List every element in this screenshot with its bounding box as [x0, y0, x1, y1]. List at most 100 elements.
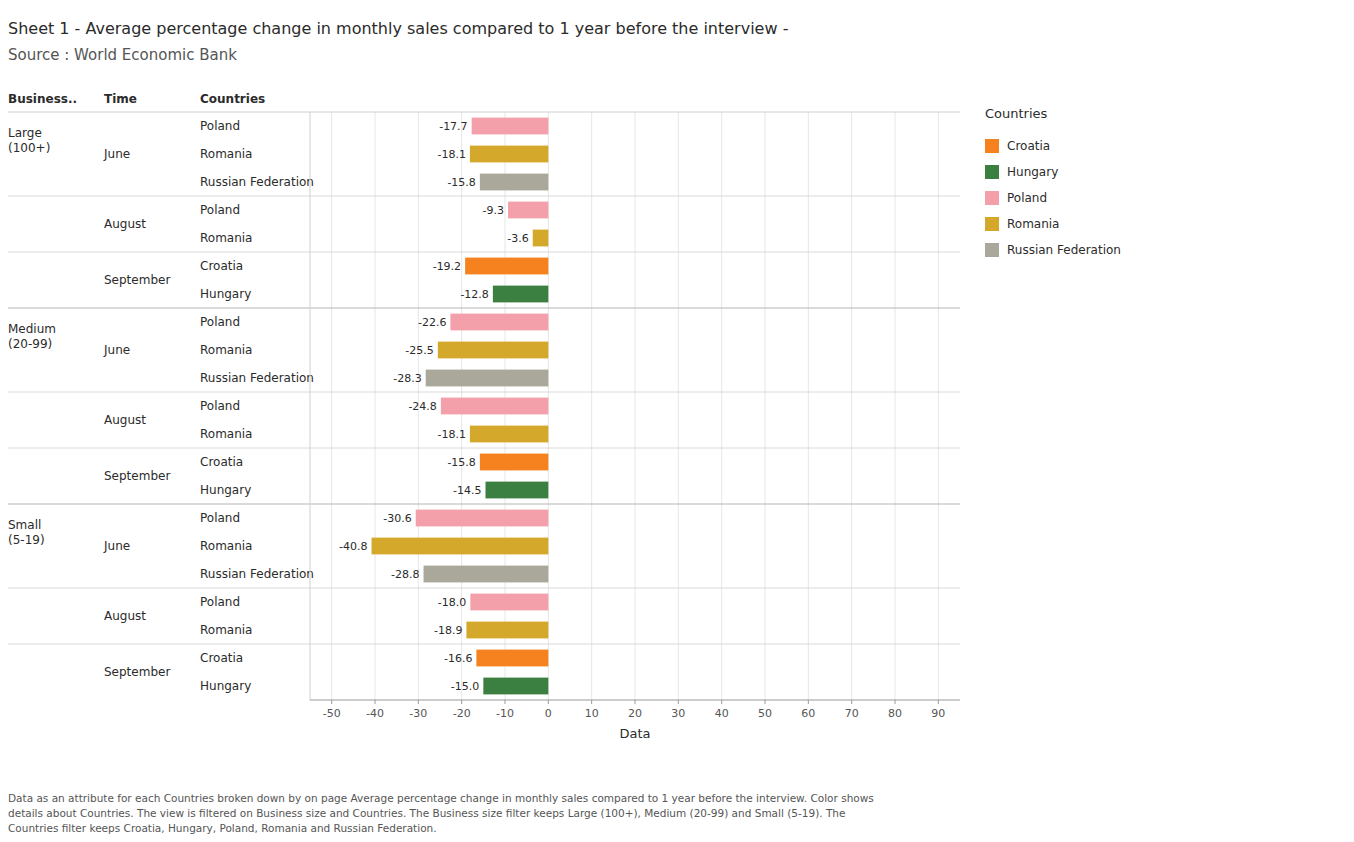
tick — [721, 700, 722, 704]
data-label: -18.9 — [434, 624, 462, 637]
grid-line — [765, 112, 766, 700]
bar — [438, 342, 549, 359]
category-label: Poland — [200, 511, 240, 525]
time-label: June — [103, 343, 130, 357]
tick-label: 60 — [801, 707, 815, 720]
category-label: Russian Federation — [200, 175, 314, 189]
text-line: (5-19) — [8, 533, 45, 547]
tick-label: 90 — [931, 707, 945, 720]
header-line — [8, 112, 960, 113]
row-separator — [8, 392, 960, 393]
text-line: Medium — [8, 322, 56, 336]
tick-label: 70 — [845, 707, 859, 720]
tick-label: 40 — [715, 707, 729, 720]
category-label: Romania — [200, 623, 252, 637]
category-label: Hungary — [200, 287, 251, 301]
row-separator — [8, 503, 960, 504]
business-label: Medium(20-99) — [8, 322, 56, 351]
data-label: -24.8 — [408, 400, 436, 413]
tick — [418, 700, 419, 704]
footer: Data as an attribute for each Countries … — [8, 792, 874, 834]
category-label: Poland — [200, 119, 240, 133]
tick-label: -50 — [323, 707, 341, 720]
separators — [8, 112, 960, 700]
data-labels: -17.7-18.1-15.8-9.3-3.6-19.2-12.8-22.6-2… — [339, 120, 529, 693]
legend-entry: Croatia — [1007, 139, 1050, 153]
category-label: Hungary — [200, 483, 251, 497]
bar — [465, 258, 548, 275]
plot-left-line — [310, 112, 311, 700]
category-label: Romania — [200, 427, 252, 441]
legend-swatch — [985, 165, 999, 179]
tick-label: 50 — [758, 707, 772, 720]
bar — [486, 482, 549, 499]
category-label: Poland — [200, 399, 240, 413]
data-label: -15.8 — [447, 176, 475, 189]
tick-label: 0 — [545, 707, 552, 720]
legend-swatch — [985, 191, 999, 205]
tick — [505, 700, 506, 704]
text-line: Small — [8, 518, 41, 532]
column-header: Business.. — [8, 92, 77, 106]
tick — [938, 700, 939, 704]
category-label: Romania — [200, 343, 252, 357]
data-label: -9.3 — [483, 204, 504, 217]
time-label: August — [104, 217, 146, 231]
bar — [426, 370, 549, 387]
row-separator — [8, 252, 960, 253]
tick — [635, 700, 636, 704]
title: Sheet 1 - Average percentage change in m… — [8, 19, 788, 38]
category-label: Poland — [200, 595, 240, 609]
grid-line — [851, 112, 852, 700]
data-label: -15.8 — [447, 456, 475, 469]
grid-line — [808, 112, 809, 700]
column-header: Countries — [200, 92, 265, 106]
text-line: Large — [8, 126, 42, 140]
legend-swatch — [985, 217, 999, 231]
bar — [480, 174, 548, 191]
category-label: Russian Federation — [200, 567, 314, 581]
bars — [372, 118, 549, 695]
data-label: -30.6 — [383, 512, 411, 525]
bar — [466, 622, 548, 639]
data-label: -12.8 — [460, 288, 488, 301]
bar — [372, 538, 549, 555]
bar — [470, 594, 548, 611]
business-label: Small(5-19) — [8, 518, 45, 547]
row-separator — [8, 644, 960, 645]
category-label: Romania — [200, 231, 252, 245]
business-label: Large(100+) — [8, 126, 50, 155]
column-header: Time — [104, 92, 137, 106]
text-line: details about Countries. The view is fil… — [8, 807, 845, 819]
grid-line — [591, 112, 592, 700]
bar — [476, 650, 548, 667]
tick — [548, 700, 549, 704]
grid-line — [678, 112, 679, 700]
data-label: -15.0 — [451, 680, 479, 693]
tick-label: 10 — [585, 707, 599, 720]
legend-entry: Russian Federation — [1007, 243, 1121, 257]
data-label: -40.8 — [339, 540, 367, 553]
data-label: -22.6 — [418, 316, 446, 329]
bar — [450, 314, 548, 331]
data-label: -17.7 — [439, 120, 467, 133]
category-label: Croatia — [200, 455, 243, 469]
data-label: -16.6 — [444, 652, 472, 665]
time-label: September — [104, 469, 170, 483]
text-line: (20-99) — [8, 337, 52, 351]
category-label: Russian Federation — [200, 371, 314, 385]
grid-line — [938, 112, 939, 700]
tick-label: -30 — [409, 707, 427, 720]
row-separator — [8, 196, 960, 197]
category-label: Croatia — [200, 259, 243, 273]
time-label: August — [104, 413, 146, 427]
tick — [331, 700, 332, 704]
row-separator — [8, 448, 960, 449]
legend-entry: Poland — [1007, 191, 1047, 205]
category-label: Romania — [200, 147, 252, 161]
data-label: -28.8 — [391, 568, 419, 581]
row-labels: Poland Large(100+) June Romania Russian Fede… — [8, 119, 314, 693]
legend-swatch — [985, 139, 999, 153]
data-label: -18.0 — [438, 596, 466, 609]
data-label: -14.5 — [453, 484, 481, 497]
